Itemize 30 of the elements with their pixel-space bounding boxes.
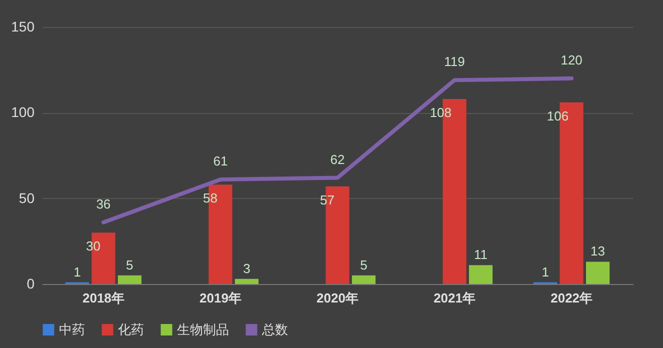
data-label: 1 [74, 264, 81, 280]
data-label: 5 [126, 257, 134, 272]
data-label: 61 [213, 153, 228, 168]
legend-label: 总数 [261, 322, 288, 337]
data-label: 119 [444, 54, 465, 70]
data-label: 3 [243, 260, 250, 276]
bar [586, 262, 610, 284]
data-label: 11 [474, 247, 488, 262]
data-label: 13 [590, 244, 606, 259]
data-label: 120 [560, 52, 582, 68]
bar [352, 275, 376, 284]
x-tick-label: 2018年 [82, 290, 124, 306]
y-tick-label: 150 [11, 18, 35, 34]
x-tick-label: 2021年 [434, 290, 476, 306]
data-label: 62 [330, 152, 345, 167]
data-label: 36 [96, 196, 111, 212]
y-tick-label: 50 [18, 190, 35, 206]
x-tick-label: 2022年 [550, 290, 593, 306]
y-tick-label: 100 [11, 104, 35, 120]
legend-label: 中药 [59, 322, 85, 337]
y-tick-label: 0 [26, 276, 35, 292]
bar [118, 275, 142, 284]
x-tick-label: 2020年 [316, 290, 358, 306]
legend-label: 化药 [118, 322, 144, 337]
data-label: 5 [360, 257, 368, 272]
bar [468, 265, 493, 284]
bar [234, 278, 259, 284]
legend-label: 生物制品 [177, 322, 229, 337]
data-label: 1 [542, 264, 549, 280]
x-tick-label: 2019年 [200, 290, 242, 306]
